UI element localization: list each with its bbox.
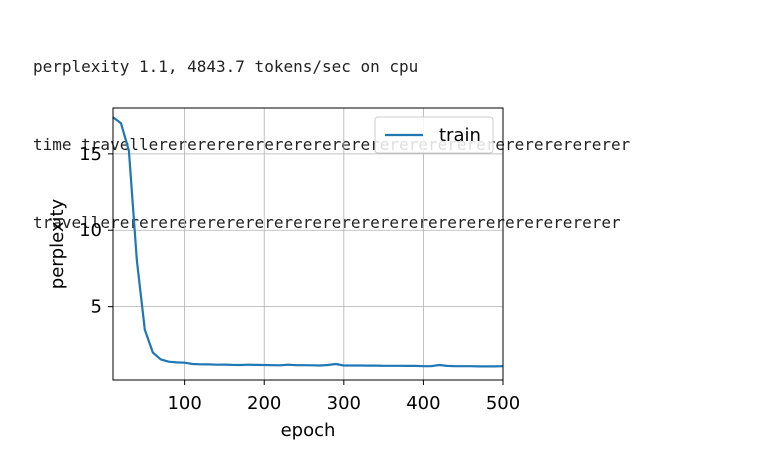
legend-entry-train: train [439, 125, 481, 146]
x-tick-label: 500 [486, 393, 520, 414]
x-tick-label: 300 [327, 393, 361, 414]
y-tick-label: 10 [79, 220, 102, 241]
console-line-perplexity: perplexity 1.1, 4843.7 tokens/sec on cpu [33, 57, 419, 76]
x-axis-label: epoch [281, 420, 336, 441]
y-tick-label: 15 [79, 144, 102, 165]
y-axis-label: perplexity [47, 198, 68, 289]
plot-frame [112, 107, 504, 381]
legend: train [374, 116, 494, 154]
console-line-traveller: travellerererererererererererererererere… [33, 213, 621, 232]
ticks: 100 200 300 400 500 5 10 15 [79, 144, 520, 414]
y-tick-label: 5 [91, 297, 102, 318]
x-tick-label: 200 [247, 393, 281, 414]
legend-box [374, 116, 494, 154]
x-tick-label: 100 [167, 393, 201, 414]
x-tick-label: 400 [406, 393, 440, 414]
series-line-train [112, 116, 504, 368]
series-layer [112, 116, 504, 368]
